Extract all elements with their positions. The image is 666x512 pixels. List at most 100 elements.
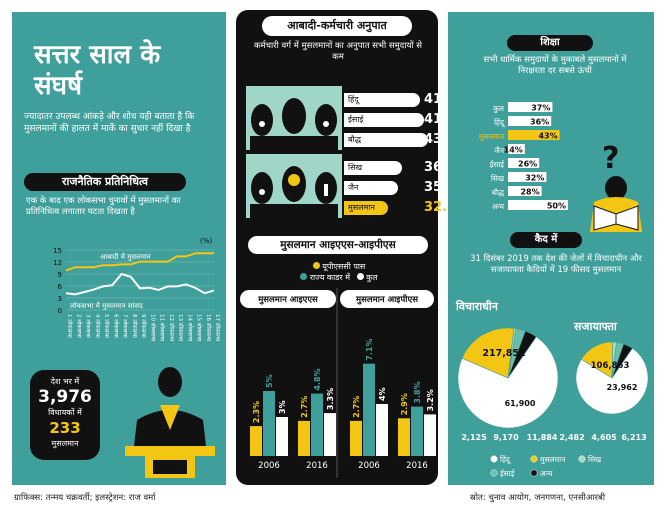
x-tick-label: 15 लोकसभा — [196, 314, 203, 342]
ias-ips-header: मुसलमान आइएएस-आइपीएस — [248, 236, 428, 254]
jail-pie-charts: विचाराधीन सजायाफ्ता 217,851 61,900 2,125 9,… — [455, 299, 649, 478]
y-tick-label: 9 — [58, 271, 62, 279]
ias-label-bg — [240, 290, 336, 308]
political-header: राजनैतिक प्रतिनिधित्व — [24, 173, 186, 191]
ratio-subtitle: कर्मचारी वर्ग में मुसलमानों का अनुपात सभ… — [253, 41, 423, 62]
pie-legend-label: हिंदू — [500, 455, 512, 465]
x-tick-label: 12 लोकसभा — [168, 314, 175, 342]
main-title: सत्तर साल के संघर्ष — [34, 40, 161, 101]
edu-bar — [508, 102, 553, 112]
edu-category-label: सिख — [491, 174, 505, 183]
unit-label: (%) — [200, 237, 212, 245]
jail-header: कैद में — [510, 232, 582, 248]
ias-ips-bar-chart: मुसलमान आइएएस मुसलमान आइपीएस 2.3% 5% 3% 200… — [240, 288, 436, 478]
pie-value-label: 106,863 — [591, 361, 630, 371]
x-tick-label: 2 लोकसभा — [75, 314, 82, 338]
edu-bar — [508, 172, 547, 182]
pie-slice — [507, 330, 537, 379]
service-bar-label: 2.7% — [300, 396, 309, 418]
series-a-label: आबादी में मुसलमान — [100, 252, 151, 261]
service-bar-label: 2.9% — [400, 393, 409, 415]
ratio-row: बौद्ध 43.1 — [344, 132, 456, 147]
edu-category-label: बौद्ध — [492, 188, 505, 197]
x-tick-label: 3 लोकसभा — [85, 314, 92, 338]
service-bar — [250, 426, 262, 456]
service-bar-label: 2.3% — [252, 401, 261, 423]
pie-slice — [611, 343, 633, 379]
edu-bar — [508, 200, 568, 210]
service-bar-label: 3.3% — [326, 388, 335, 410]
service-bar — [324, 413, 336, 456]
year-label: 2006 — [258, 461, 280, 471]
series-b-label: लोकसभा में मुसलमान सांसद — [70, 301, 143, 310]
edu-category-label: ईसाई — [490, 160, 505, 169]
convicted-label: सजायाफ्ता — [573, 320, 618, 333]
pie-slice — [575, 347, 649, 415]
service-bar — [298, 420, 310, 456]
x-tick-label: 17 लोकसभा — [214, 314, 221, 342]
credit-source: स्रोत: चुनाव आयोग, जनगणना, एनसीआरबी — [470, 493, 606, 503]
education-bar-chart: कुल 37% हिंदू 36% मुसलमान 43% जैन 14% ईसाई 26% सिख… — [479, 102, 568, 211]
edu-bar — [508, 130, 560, 140]
ratio-row-label: हिंदू — [344, 93, 420, 107]
service-bar — [350, 420, 362, 456]
x-tick-label: 11 लोकसभा — [159, 314, 166, 342]
service-bar — [411, 406, 423, 456]
question-mark-icon: ? — [602, 141, 619, 176]
x-tick-label: 4 लोकसभा — [94, 314, 101, 338]
edu-bar — [508, 116, 552, 126]
education-subtitle: सभी धार्मिक समुदायों के मुकाबले मुसलमानो… — [483, 55, 627, 76]
service-bar — [398, 418, 410, 456]
x-tick-label: 13 लोकसभा — [177, 314, 184, 342]
pie-value-label: 11,884 — [527, 433, 558, 442]
y-tick-label: 3 — [58, 295, 62, 303]
edu-bar-value: 36% — [530, 118, 549, 127]
political-subtitle: एक के बाद एक लोकसभा चुनावों में मुसलमानो… — [26, 196, 181, 217]
service-bar-label: 4.8% — [313, 368, 322, 390]
edu-bar-value: 37% — [531, 104, 550, 113]
x-tick-label: 1 लोकसभा — [66, 314, 73, 338]
ratio-row-label: जैन — [344, 181, 398, 195]
pie-slice — [457, 336, 559, 429]
stat-total: 3,976 — [38, 387, 92, 407]
jail-subtitle: 31 दिसंबर 2019 तक देश की जेलों में विचार… — [470, 254, 642, 275]
x-tick-label: 7 लोकसभा — [122, 314, 129, 338]
legend-cadre: राज्य काडर में — [309, 273, 351, 282]
service-bar-label: 3.2% — [426, 389, 435, 411]
service-bar — [311, 393, 323, 456]
edu-bar-value: 50% — [547, 202, 566, 211]
legend-upsc: यूपीएससी पास — [322, 262, 366, 271]
ratio-row: मुसलमान 32.6 — [344, 200, 456, 215]
service-bar — [276, 417, 288, 456]
service-bar-label: 3.8% — [413, 381, 422, 403]
edu-category-label: अन्य — [492, 202, 505, 211]
series-b-line — [65, 272, 215, 296]
reader-illustration-icon: ? — [590, 141, 642, 232]
x-tick-label: 5 लोकसभा — [103, 314, 110, 338]
edu-category-label: हिंदू — [494, 118, 506, 128]
stat-muslim: 233 — [49, 419, 81, 437]
y-tick-label: 15 — [53, 247, 62, 255]
pie-value-label: 61,900 — [505, 399, 536, 408]
ratio-row-value: 41 — [424, 92, 443, 107]
pie-legend-label: अन्य — [540, 469, 553, 478]
pie-legend-label: ईसाई — [500, 469, 515, 478]
edu-bar — [508, 158, 540, 168]
community-faces-icon — [246, 86, 342, 218]
y-tick-label: 6 — [58, 283, 63, 291]
pie-legend-swatch — [490, 455, 498, 463]
service-bar — [424, 414, 436, 456]
x-tick-label: 8 लोकसभा — [131, 314, 138, 338]
ratio-row-label: बौद्ध — [344, 133, 428, 147]
pie-value-label: 9,170 — [493, 433, 519, 442]
x-tick-label: 10 लोकसभा — [149, 314, 156, 342]
credit-graphics: ग्राफिक्स: तन्मय चक्रवर्ती; इलस्ट्रेशन: … — [14, 493, 156, 503]
ratio-row: सिख 36.3 — [344, 160, 456, 175]
y-tick-label: 12 — [53, 259, 62, 267]
pie-value-label: 4,605 — [591, 433, 617, 442]
legend-cadre-swatch — [300, 273, 308, 280]
x-tick-label: 6 लोकसभा — [112, 314, 119, 338]
service-bar-label: 4% — [378, 387, 387, 401]
legend-total: कुल — [366, 273, 378, 282]
